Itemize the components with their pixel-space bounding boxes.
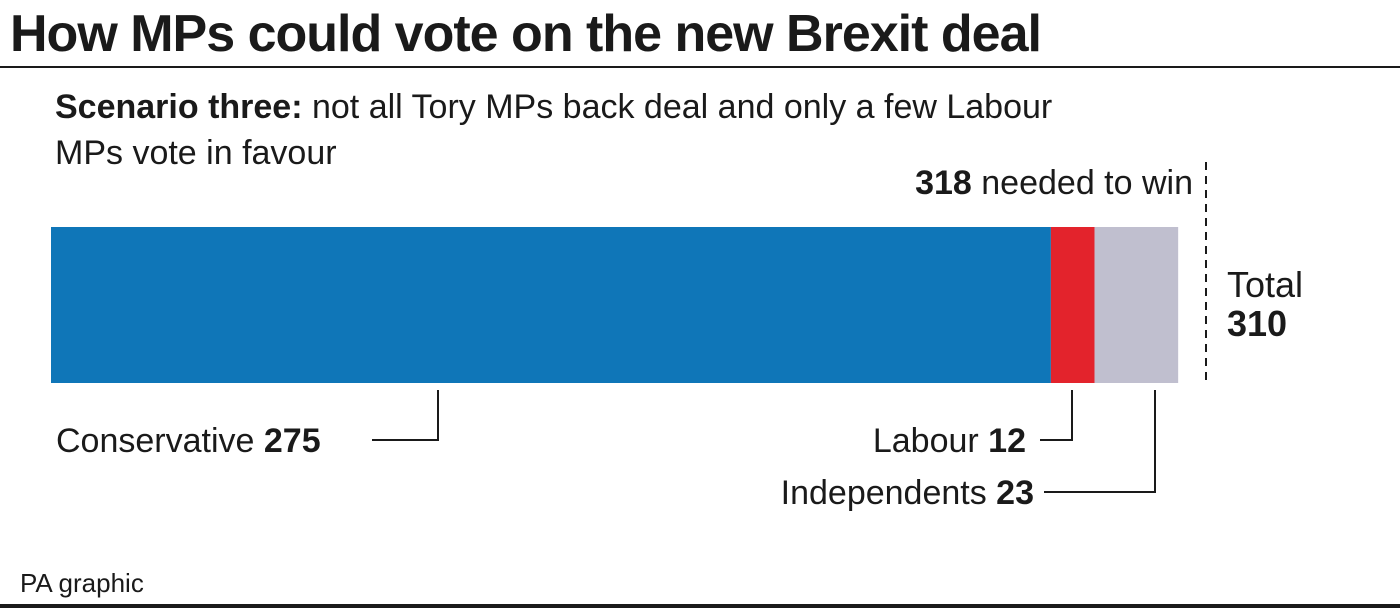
chart-subtitle: Scenario three: not all Tory MPs back de… (55, 84, 1115, 176)
threshold-text: needed to win (972, 164, 1193, 202)
label-value-independents: 23 (996, 474, 1034, 512)
bar-labels: Conservative 275 Labour 12 Independents 23 (56, 390, 1156, 512)
label-name-independents: Independents (781, 474, 997, 512)
label-conservative: Conservative 275 (56, 422, 321, 460)
threshold-value: 318 (915, 164, 972, 202)
label-value-conservative: 275 (264, 422, 321, 460)
bar-conservative (51, 227, 1051, 383)
total-caption: Total (1227, 264, 1303, 305)
source-credit: PA graphic (20, 568, 144, 598)
threshold-marker: 318 needed to win (915, 162, 1207, 384)
bar-labour (1050, 227, 1095, 383)
leader-line-labour (1040, 390, 1073, 441)
total-value: 310 (1227, 303, 1287, 344)
bar-independents (1094, 227, 1179, 383)
label-name-conservative: Conservative (56, 422, 264, 460)
leader-line-conservative (372, 390, 439, 441)
label-labour: Labour 12 (873, 422, 1026, 460)
label-name-labour: Labour (873, 422, 988, 460)
title-divider (0, 66, 1400, 68)
leader-line-independents (1044, 390, 1156, 493)
label-value-labour: 12 (988, 422, 1026, 460)
footer-divider (0, 604, 1400, 608)
label-independents: Independents 23 (781, 474, 1034, 512)
subtitle-description: not all Tory MPs back deal and only a fe… (55, 88, 1053, 172)
threshold-label: 318 needed to win (915, 164, 1193, 202)
bar-group (51, 227, 1179, 383)
chart-title: How MPs could vote on the new Brexit dea… (10, 5, 1042, 63)
subtitle-scenario-label: Scenario three: (55, 88, 303, 126)
